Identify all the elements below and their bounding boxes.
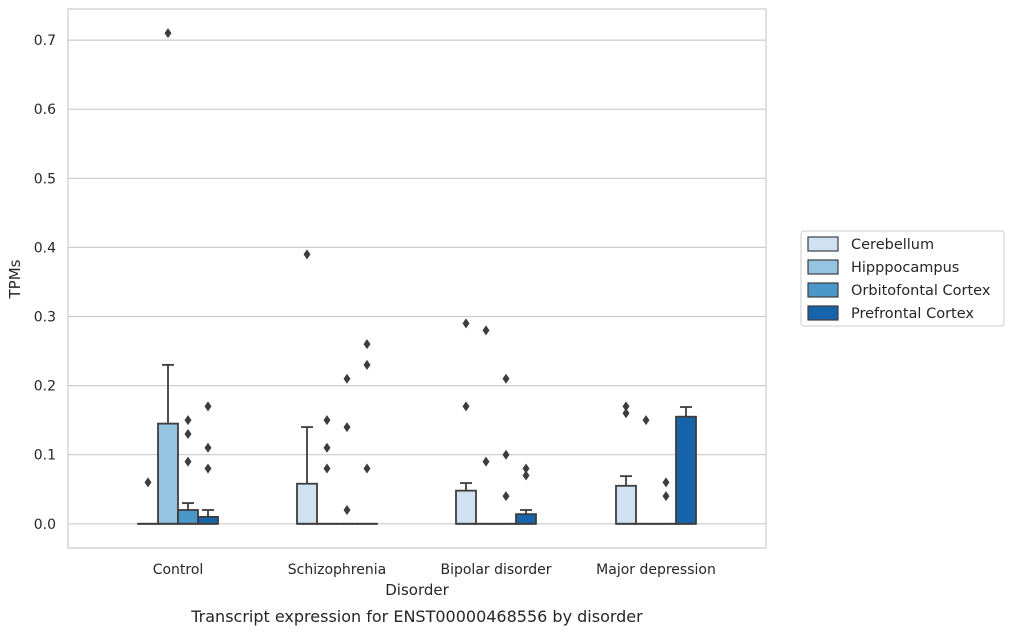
y-tick-label: 0.3 [34,310,56,326]
x-tick-labels: Control Schizophrenia Bipolar disorder Majo… [153,562,716,578]
gridlines [68,39,766,525]
outlier-point [502,449,510,460]
x-tick-label: Major depression [596,562,716,578]
outlier-point [343,422,351,433]
legend-swatch [807,282,839,298]
box-0-3 [615,475,637,525]
x-tick-label: Schizophrenia [288,562,386,578]
outlier-point [184,456,192,467]
legend: Cerebellum Hipppocampus Orbitofontal Corte… [800,230,1005,327]
y-tick-label: 0.1 [34,448,56,464]
y-tick-label: 0.5 [34,171,56,187]
outlier-point [502,373,510,384]
x-tick-label: Bipolar disorder [440,562,551,578]
outlier-point [482,325,490,336]
outlier-point [662,491,670,502]
boxes [137,363,697,525]
outlier-point [343,504,351,515]
outlier-point [642,415,650,426]
y-tick-label: 0.2 [34,379,56,395]
box-body [296,482,318,525]
box-body [675,415,697,525]
y-tick-label: 0.0 [34,517,56,533]
outlier-point [204,401,212,412]
legend-swatch [807,305,839,321]
y-tick-label: 0.7 [34,33,56,49]
legend-label: Orbitofontal Cortex [851,283,991,299]
x-tick-label: Control [153,562,204,578]
outlier-point [204,442,212,453]
box-0-2 [455,482,477,525]
y-tick-label: 0.6 [34,102,56,118]
outlier-point [502,491,510,502]
outlier-points [144,28,670,515]
box-body [515,513,537,525]
outlier-point [462,401,470,412]
outlier-point [303,249,311,260]
box-body [455,489,477,525]
legend-frame [800,230,1005,327]
outlier-point [184,415,192,426]
outlier-point [323,463,331,474]
chart-caption: Transcript expression for ENST0000046855… [190,607,643,626]
outlier-point [363,463,371,474]
outlier-point [363,359,371,370]
box-3-0 [197,509,219,525]
outlier-point [363,339,371,350]
outlier-point [522,463,530,474]
legend-label: Cerebellum [851,237,934,253]
y-axis-title: TPMs [6,259,24,299]
outlier-point [164,28,172,39]
outlier-point [662,477,670,488]
outlier-point [323,442,331,453]
outlier-point [462,318,470,329]
outlier-point [343,373,351,384]
outlier-point [204,463,212,474]
legend-swatch [807,236,839,252]
box-3-2 [515,509,537,525]
plot-frame [67,8,767,549]
y-tick-labels: 0.0 0.1 0.2 0.3 0.4 0.5 0.6 0.7 [34,33,56,533]
outlier-point [144,477,152,488]
box-3-3 [675,406,697,525]
outlier-point [622,408,630,419]
box-1-0 [157,363,179,525]
outlier-point [482,456,490,467]
box-body [197,516,219,525]
box-body [177,509,199,525]
box-2-0 [177,502,199,525]
outlier-point [184,428,192,439]
box-body [615,484,637,525]
box-body [157,422,179,525]
outlier-point [323,415,331,426]
y-tick-label: 0.4 [34,240,56,256]
legend-label: Prefrontal Cortex [851,306,974,322]
legend-swatch [807,259,839,275]
outlier-point [622,401,630,412]
outlier-point [522,470,530,481]
box-0-1 [296,426,318,525]
legend-label: Hipppocampus [851,260,959,276]
x-axis-title: Disorder [385,581,449,599]
